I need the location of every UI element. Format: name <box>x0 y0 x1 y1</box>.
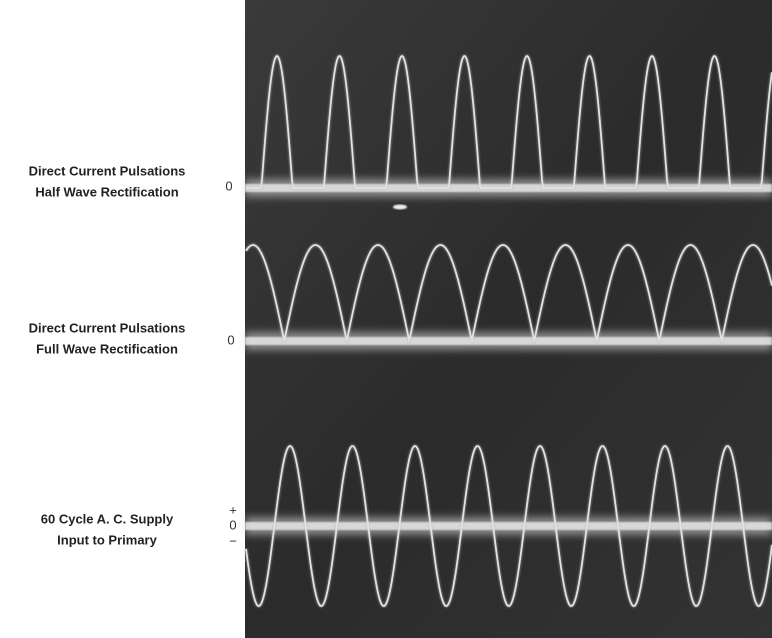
minus-marker: − <box>229 533 237 548</box>
zero-marker: 0 <box>225 178 232 193</box>
zero-marker: 0 <box>227 332 234 347</box>
baseline <box>245 522 772 530</box>
panel-label: Half Wave Rectification <box>35 184 178 199</box>
oscilloscope-screen <box>245 0 772 638</box>
baseline <box>245 337 772 345</box>
panel-label: Input to Primary <box>57 532 157 547</box>
traces <box>244 53 772 609</box>
waveform <box>245 445 772 607</box>
plus-marker: + <box>229 502 237 517</box>
panel-label: 60 Cycle A. C. Supply <box>41 511 174 526</box>
spot <box>393 204 407 210</box>
waveform <box>246 54 772 189</box>
waveform <box>245 244 772 343</box>
panel-label: Full Wave Rectification <box>36 341 178 356</box>
zero-marker: 0 <box>229 517 236 532</box>
panel-label: Direct Current Pulsations <box>29 163 186 178</box>
panel-label: Direct Current Pulsations <box>29 320 186 335</box>
